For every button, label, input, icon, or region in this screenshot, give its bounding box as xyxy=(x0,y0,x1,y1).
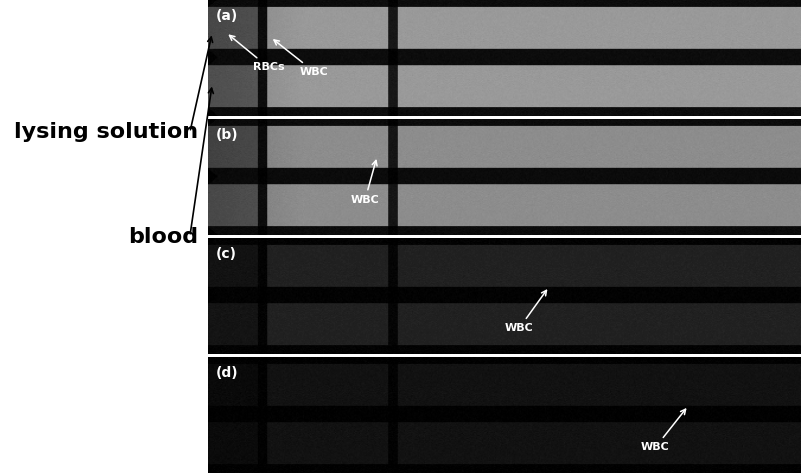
Text: blood: blood xyxy=(127,227,198,246)
Text: RBCs: RBCs xyxy=(230,35,284,72)
Text: WBC: WBC xyxy=(505,290,546,333)
Text: lysing solution: lysing solution xyxy=(14,123,198,142)
Text: (b): (b) xyxy=(215,128,238,142)
Text: WBC: WBC xyxy=(274,40,329,77)
Text: (c): (c) xyxy=(215,247,236,261)
Text: (d): (d) xyxy=(215,366,238,380)
Text: (a): (a) xyxy=(215,9,238,23)
Text: WBC: WBC xyxy=(641,409,686,453)
Text: WBC: WBC xyxy=(351,160,379,205)
